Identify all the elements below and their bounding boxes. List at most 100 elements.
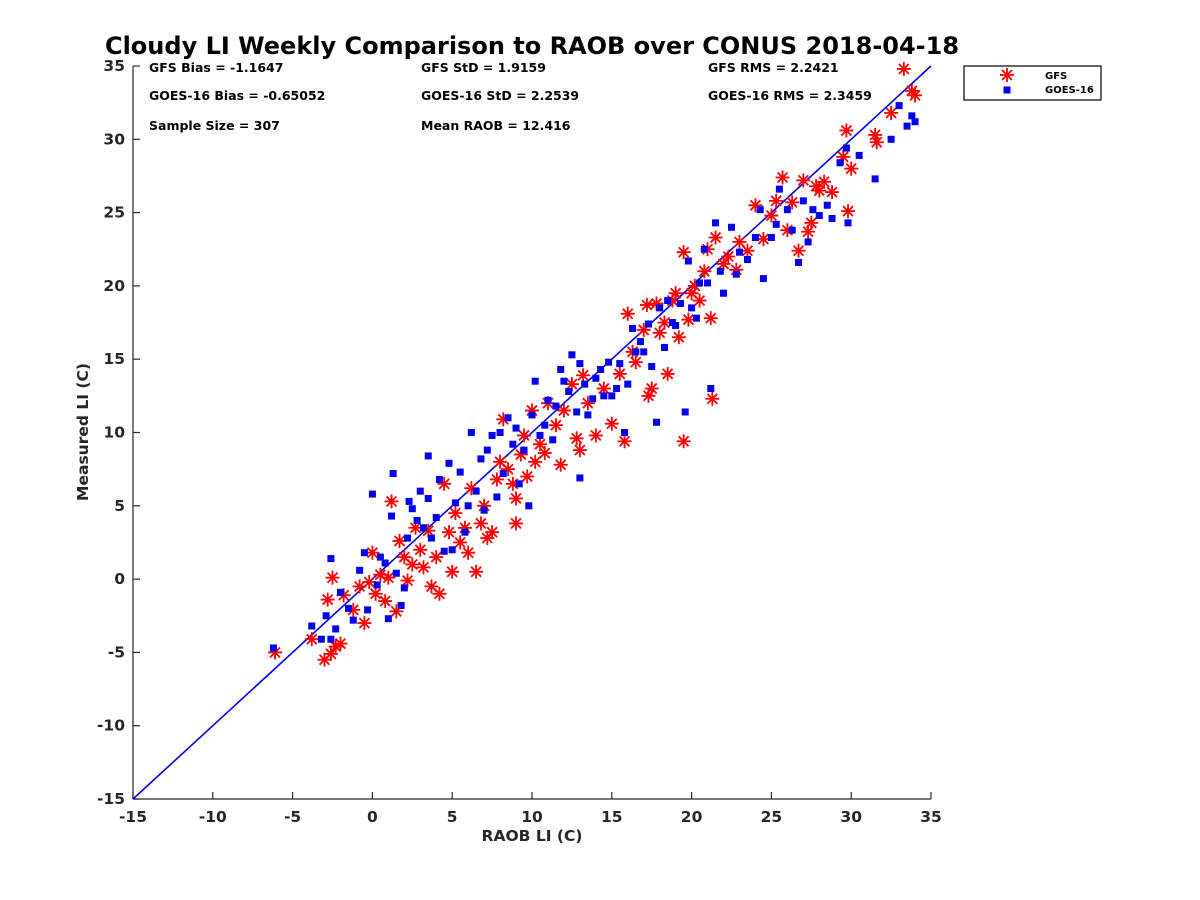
x-tick-label: 35 [920, 808, 942, 826]
stat-sample-size: Sample Size = 307 [149, 118, 280, 133]
goes16-point [416, 487, 424, 495]
goes16-point [477, 455, 485, 463]
gfs-point [841, 204, 856, 219]
gfs-point [740, 243, 755, 258]
goes16-point [751, 234, 759, 242]
goes16-point [637, 338, 645, 346]
gfs-point [432, 586, 447, 601]
legend-label-goes16: GOES-16 [1045, 85, 1094, 96]
goes16-point [756, 206, 764, 214]
goes16-point [767, 234, 775, 242]
gfs-point [537, 446, 552, 461]
goes16-point [640, 348, 648, 356]
goes16-point [552, 402, 560, 410]
legend-box [963, 65, 1102, 101]
goes16-point [427, 534, 435, 542]
x-tick-label: -10 [199, 808, 227, 826]
goes16-point [557, 365, 565, 373]
gfs-point [604, 416, 619, 431]
goes16-point [629, 324, 637, 332]
goes16-point [480, 506, 488, 514]
gfs-point [652, 325, 667, 340]
gfs-point [612, 366, 627, 381]
goes16-point [624, 380, 632, 388]
goes16-point [584, 411, 592, 419]
y-tick-label: 5 [114, 497, 125, 515]
y-tick-label: 15 [103, 350, 125, 368]
goes16-point [783, 206, 791, 214]
goes16-point [509, 440, 517, 448]
goes16-point [887, 135, 895, 143]
goes16-point [488, 431, 496, 439]
gfs-point [785, 195, 800, 210]
goes16-point [493, 493, 501, 501]
goes16-point [424, 452, 432, 460]
goes16-point [632, 348, 640, 356]
goes16-point [696, 279, 704, 287]
goes16-point [560, 377, 568, 385]
gfs-point [320, 592, 335, 607]
gfs-point [703, 311, 718, 326]
goes16-point [467, 429, 475, 436]
goes16-point [512, 424, 520, 432]
goes16-point [528, 411, 536, 419]
goes16-point [707, 385, 715, 393]
gfs-point [676, 245, 691, 260]
goes16-point [648, 363, 656, 371]
gfs-point [572, 443, 587, 458]
goes16-point [836, 159, 844, 167]
goes16-point [672, 321, 680, 329]
stats-block: GFS Bias = -1.1647 GFS StD = 1.9159 GFS … [149, 60, 872, 133]
goes16-point [531, 377, 539, 385]
goes16-point [392, 569, 400, 577]
stat-goes-std: GOES-16 StD = 2.2539 [421, 88, 579, 103]
goes16-point [855, 151, 863, 159]
gfs-point [378, 594, 393, 609]
gfs-point [796, 173, 811, 188]
goes16-point [389, 470, 397, 478]
goes16-point [589, 395, 597, 403]
goes16-point [408, 505, 416, 513]
goes16-point [809, 206, 817, 214]
goes16-point [568, 351, 576, 359]
y-tick-label: 25 [103, 204, 125, 222]
gfs-point [528, 454, 543, 469]
stat-gfs-bias: GFS Bias = -1.1647 [149, 60, 283, 75]
gfs-point [697, 264, 712, 279]
goes16-point [573, 408, 581, 416]
chart-title: Cloudy LI Weekly Comparison to RAOB over… [105, 32, 959, 60]
x-tick-label: 0 [367, 808, 378, 826]
y-tick-label: -10 [97, 717, 125, 735]
gfs-point [569, 431, 584, 446]
goes16-point [676, 299, 684, 307]
goes16-point [536, 431, 544, 439]
gfs-point [804, 215, 819, 230]
stat-gfs-rms: GFS RMS = 2.2421 [708, 60, 839, 75]
goes16-point [700, 245, 708, 253]
gfs-point [416, 560, 431, 575]
goes16-point [496, 429, 504, 436]
stat-gfs-std: GFS StD = 1.9159 [421, 60, 546, 75]
goes16-point [520, 446, 528, 454]
one-to-one-line [132, 65, 932, 800]
gfs-point [461, 545, 476, 560]
goes16-point [400, 584, 408, 592]
goes16-point [483, 446, 491, 454]
gfs-point [445, 564, 460, 579]
goes16-point [581, 380, 589, 388]
goes16-point [404, 534, 412, 542]
goes16-point [656, 304, 664, 312]
goes16-point [435, 475, 443, 483]
goes16-point [908, 112, 916, 120]
goes16-point [688, 304, 696, 312]
gfs-point [517, 428, 532, 443]
goes16-point [660, 343, 668, 351]
goes16-point [364, 606, 372, 614]
goes16-point [652, 418, 660, 426]
y-tick-label: 20 [103, 277, 125, 295]
goes16-point [327, 555, 335, 563]
goes16-point [541, 421, 549, 429]
goes16-point [461, 528, 469, 536]
gfs-point [908, 88, 923, 103]
plot-area: -15 -10 -5 0 5 10 15 20 25 30 35 -15 -10 -5 0 5 10 15 20 25… [97, 57, 942, 826]
